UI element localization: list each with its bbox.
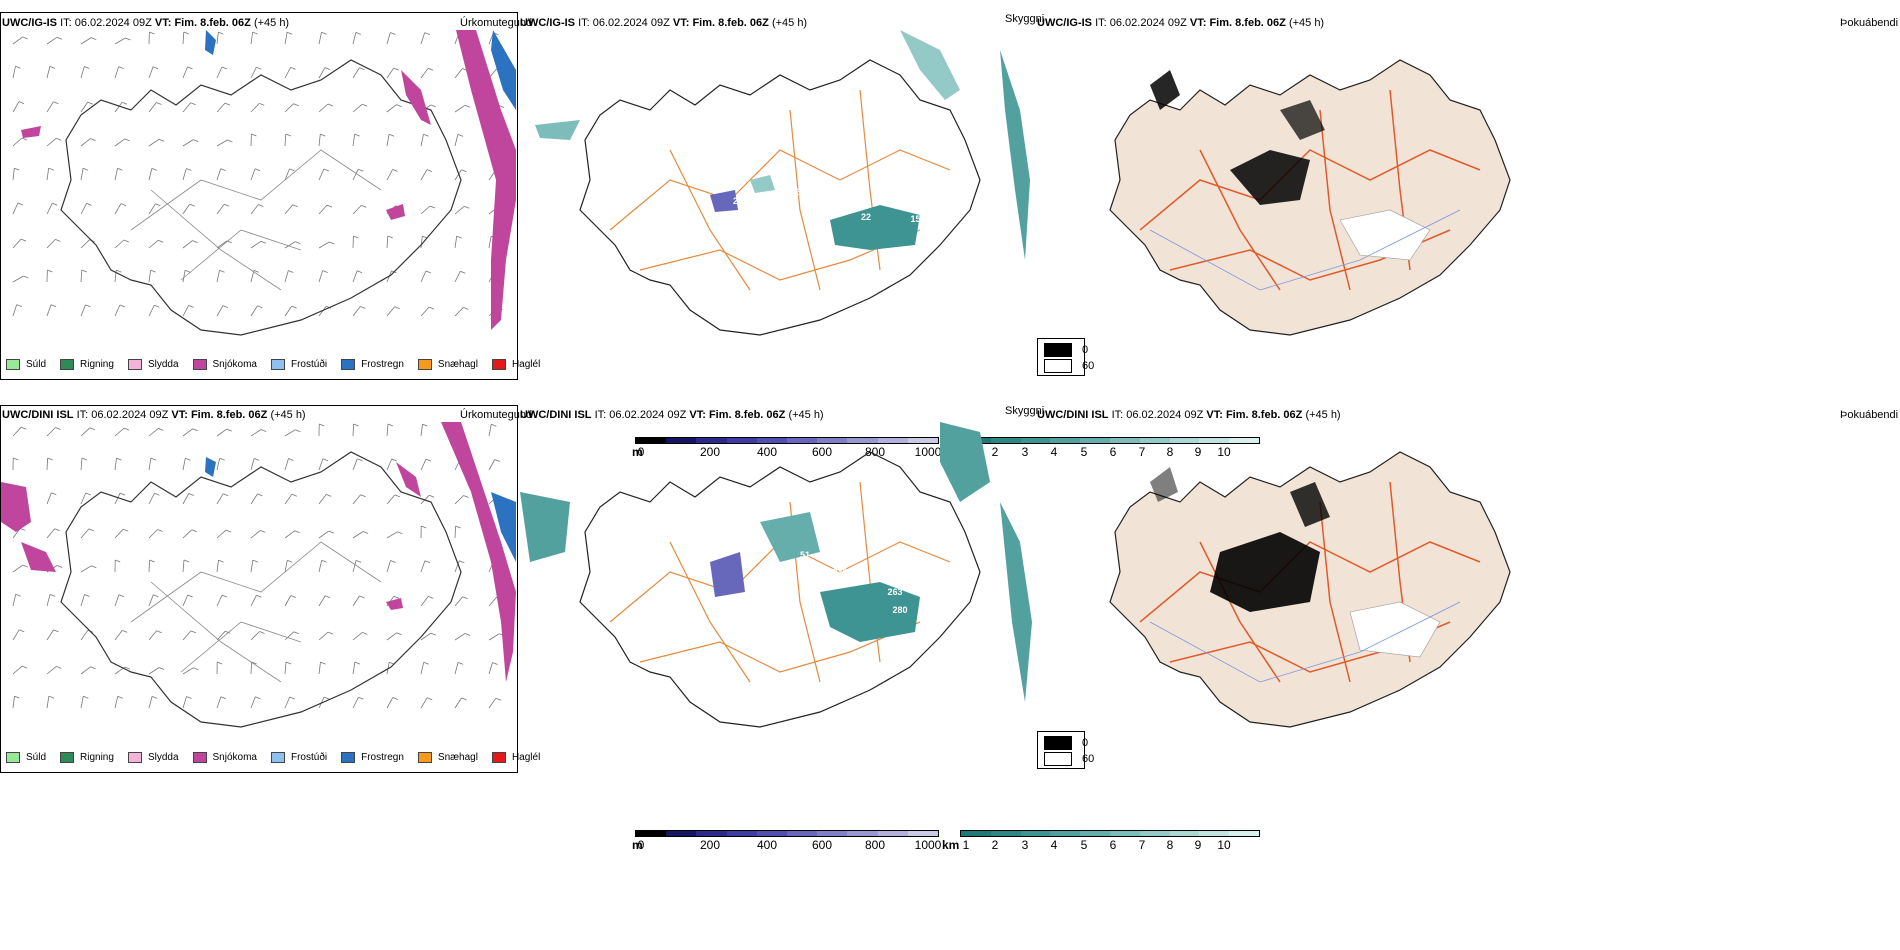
height-unit: m [632,838,643,852]
legend-swatch [60,359,75,370]
legend-item-frostregn: Frostregn [341,359,404,370]
legend-item-snaehagl: Snæhagl [417,752,478,763]
fog-map-svg [1109,451,1511,728]
precip-map [1,422,517,742]
fog-map-svg [1109,59,1511,336]
legend-swatch [127,752,142,763]
legend-item-sudl: Súld [6,359,46,370]
legend-swatch [270,359,285,370]
vis-value-label: 21 [906,196,918,206]
precip-map-svg [1,422,516,728]
height-colorbar [635,437,939,444]
vis-value-label: 49 [934,118,946,128]
vis-map: 49 40 30 22 21 22 150 7 [520,30,1035,350]
legend-item-snaehagl: Snæhagl [417,359,478,370]
model-name: UWC/IG-IS [2,17,57,29]
height-colorbar [635,830,939,837]
fog-swatch-0 [1044,343,1072,357]
vis-map-svg [535,30,1030,336]
precip-map-frame [0,12,518,380]
fog-title: Þokuábendi [1840,17,1899,29]
fog-title: Þokuábendi [1840,409,1899,421]
legend-swatch [192,752,207,763]
fog-map [1060,30,1540,350]
vis-value-label: 51 [799,550,811,560]
vis-value-label: 72 [714,605,726,615]
vis-value-label: 22 [860,212,872,222]
legend-swatch [417,752,432,763]
legend-item-rigning: Rigning [60,752,114,763]
vis-title: Skyggni [1005,405,1045,417]
lead-time: (+45 h) [270,409,306,421]
legend-item-snjokoma: Snjókoma [192,752,257,763]
vis-value-label: 7 [777,207,783,217]
precip-title: Úrkomutegund [460,409,533,421]
valid-time: Fim. 8.feb. 06Z [174,17,251,29]
height-ticks: 0 200 400 600 800 1000 [637,445,942,459]
vis-colorbar [960,830,1260,837]
vis-header: UWC/IG-IS IT: 06.02.2024 09Z VT: Fim. 8.… [520,17,808,29]
model-name: UWC/DINI ISL [2,409,74,421]
legend-swatch [127,359,142,370]
precip-map [1,30,517,350]
legend-swatch [491,359,506,370]
vis-map: 40 88 51 330 263 280 72 45 [520,422,1035,742]
precip-legend: Súld Rigning Slydda Snjókoma Frostúði Fr… [6,752,554,763]
legend-item-snjokoma: Snjókoma [192,359,257,370]
vis-value-label: 263 [887,587,903,597]
legend-item-frostudi: Frostúði [270,359,327,370]
legend-swatch [341,752,356,763]
legend-item-haglel: Haglél [491,752,540,763]
vis-value-label: 150 [910,214,926,224]
fog-swatch-60 [1044,359,1072,373]
vis-value-label: 22 [732,196,744,206]
vis-value-label: 40 [801,173,813,183]
legend-swatch [192,359,207,370]
init-time: 06.02.2024 09Z [74,17,152,29]
fog-legend: 0 60 [1037,731,1094,769]
vis-value-label: 280 [892,605,908,615]
legend-item-slydda: Slydda [127,752,179,763]
precip-map-svg [12,30,516,336]
legend-item-haglel: Haglél [491,359,540,370]
fog-header: UWC/IG-IS IT: 06.02.2024 09Z VT: Fim. 8.… [1037,17,1325,29]
height-ticks: 0 200 400 600 800 1000 [637,838,942,852]
init-time: 06.02.2024 09Z [91,409,169,421]
fog-swatch-60 [1044,752,1072,766]
precip-legend: Súld Rigning Slydda Snjókoma Frostúði Fr… [6,359,554,370]
vis-value-label: 330 [832,567,848,577]
vis-header: UWC/DINI ISL IT: 06.02.2024 09Z VT: Fim.… [520,409,824,421]
legend-item-sudl: Súld [6,752,46,763]
precip-map-frame [0,405,518,773]
lead-time: (+45 h) [253,17,290,29]
legend-swatch [417,359,432,370]
legend-item-frostregn: Frostregn [341,752,404,763]
vis-value-label: 30 [795,187,807,197]
vis-title: Skyggni [1005,13,1045,25]
legend-swatch [491,752,506,763]
valid-time: Fim. 8.feb. 06Z [190,409,268,421]
fog-legend: 0 60 [1037,338,1094,376]
legend-swatch [341,359,356,370]
legend-item-slydda: Slydda [127,359,179,370]
vis-value-label: 88 [892,521,904,531]
legend-item-frostudi: Frostúði [270,752,327,763]
fog-map [1060,422,1540,742]
vis-unit: km [942,838,960,852]
legend-swatch [270,752,285,763]
precip-header: UWC/DINI ISL IT: 06.02.2024 09Z VT: Fim.… [2,409,306,421]
fog-header: UWC/DINI ISL IT: 06.02.2024 09Z VT: Fim.… [1037,409,1341,421]
vis-value-label: 45 [772,510,784,520]
height-unit: m [632,445,643,459]
legend-swatch [6,752,20,763]
fog-swatch-0 [1044,736,1072,750]
vis-value-label: 40 [932,511,944,521]
legend-swatch [60,752,75,763]
precip-header: UWC/IG-IS IT: 06.02.2024 09Z VT: Fim. 8.… [2,17,290,29]
precip-title: Úrkomutegund [460,17,533,29]
legend-swatch [6,359,20,370]
vis-map-svg [520,422,1032,728]
vis-ticks: 1 2 3 4 5 6 7 8 9 10 [962,838,1231,852]
legend-item-rigning: Rigning [60,359,114,370]
